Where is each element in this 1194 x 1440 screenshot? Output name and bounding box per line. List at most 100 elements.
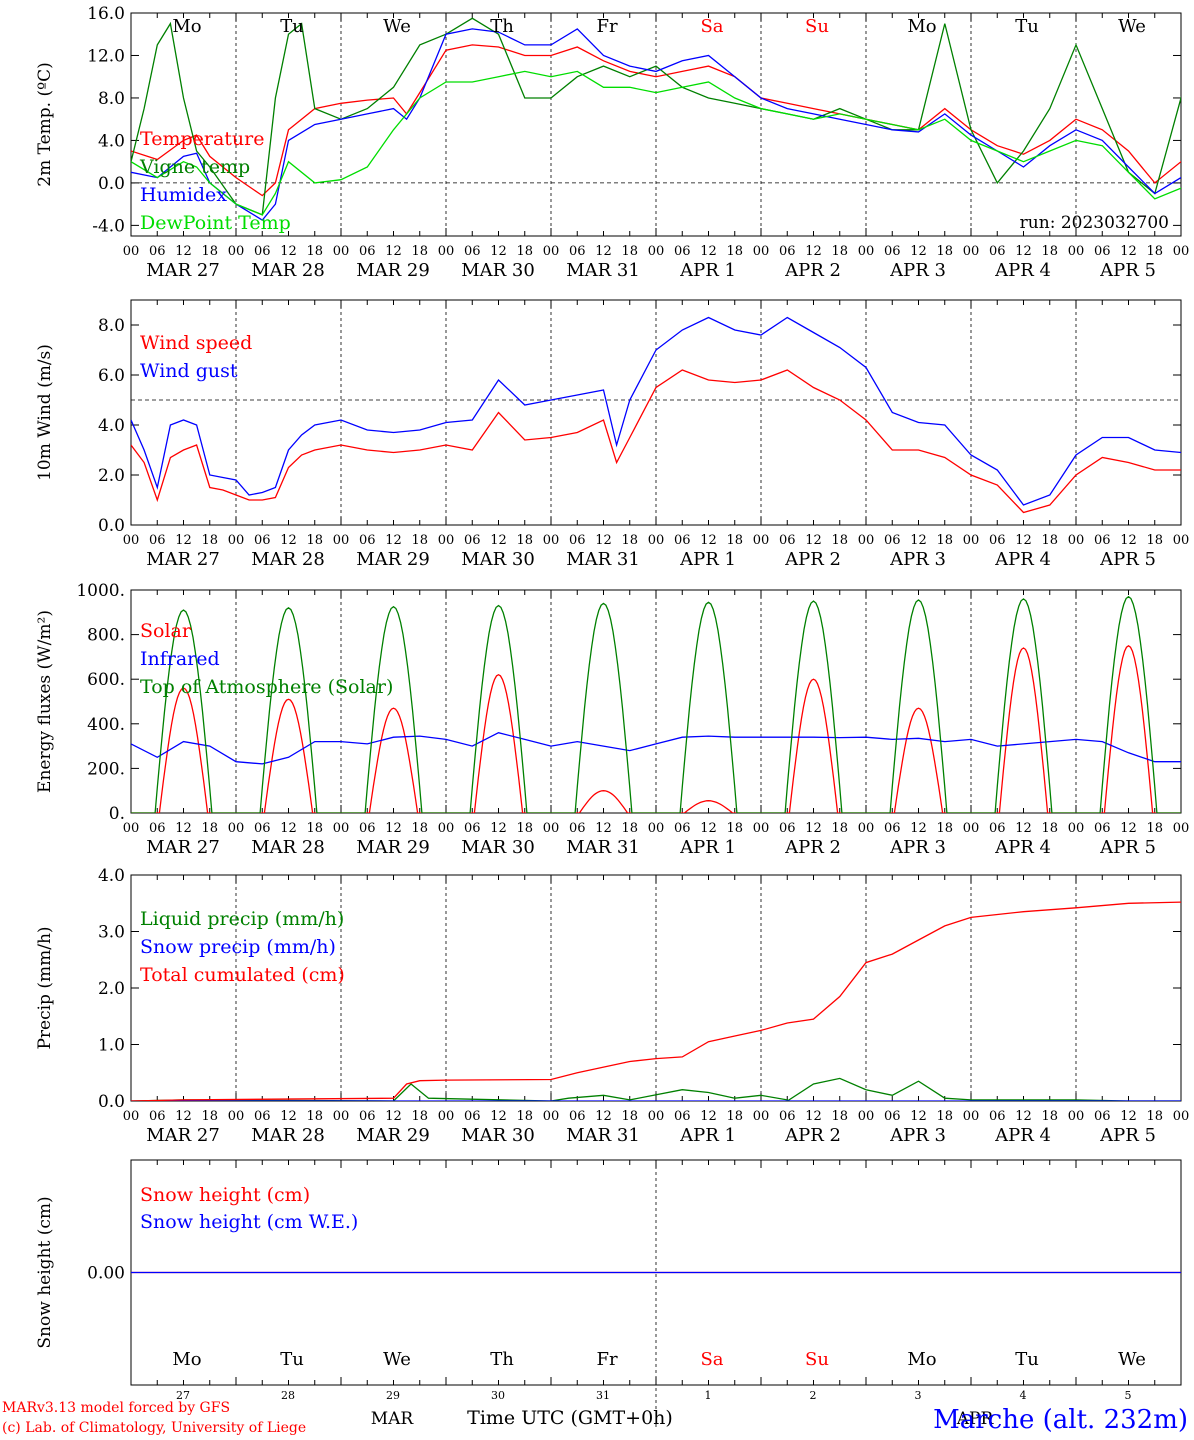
y-tick-label: 8.0: [98, 316, 125, 336]
hour-label: 12: [490, 533, 507, 548]
date-label: MAR 29: [356, 260, 430, 281]
hour-label: 18: [831, 244, 848, 259]
hour-label: 06: [989, 1109, 1006, 1124]
hour-label: 00: [543, 821, 560, 836]
day-name: Tu: [1015, 1349, 1039, 1370]
hour-label: 18: [1041, 821, 1058, 836]
hour-label: 12: [595, 533, 612, 548]
legend-entry: Infrared: [140, 648, 220, 670]
day-number: 4: [1020, 1389, 1027, 1402]
hour-label: 00: [333, 1109, 350, 1124]
day-number: 2: [810, 1389, 817, 1402]
hour-label: 18: [831, 821, 848, 836]
hour-label: 00: [123, 533, 140, 548]
hour-label: 00: [858, 1109, 875, 1124]
hour-label: 06: [359, 244, 376, 259]
date-label: APR 4: [994, 549, 1051, 570]
date-label: MAR 28: [251, 260, 325, 281]
date-label: MAR 27: [146, 260, 220, 281]
hour-label: 00: [753, 244, 770, 259]
day-name: We: [383, 1349, 411, 1370]
date-label: MAR 28: [251, 1125, 325, 1146]
series-line-total-cumulated-cm-: [131, 901, 1181, 1101]
series-group: [131, 901, 1181, 1101]
hour-label: 18: [621, 244, 638, 259]
panel-frame: [130, 12, 1182, 237]
hour-label: 12: [1120, 244, 1137, 259]
hour-label: 12: [280, 1109, 297, 1124]
hour-label: 00: [228, 533, 245, 548]
hour-label: 06: [254, 533, 271, 548]
hour-label: 06: [569, 244, 586, 259]
hour-label: 18: [726, 821, 743, 836]
panel-3: 0. 200. 400. 600. 800. 1000. Energy fluxes (W/…: [35, 581, 1189, 858]
hour-label: 12: [280, 533, 297, 548]
hour-label: 00: [228, 244, 245, 259]
y-tick-label: 12.0: [87, 46, 125, 66]
hour-label: 12: [805, 821, 822, 836]
date-label: MAR 31: [566, 260, 640, 281]
hour-label: 06: [359, 821, 376, 836]
hour-label: 18: [831, 1109, 848, 1124]
hour-label: 12: [385, 1109, 402, 1124]
legend-entry: Wind gust: [140, 360, 238, 382]
hour-label: 00: [543, 244, 560, 259]
date-label: APR 5: [1099, 549, 1156, 570]
date-label: APR 3: [889, 837, 946, 858]
hour-label: 18: [936, 821, 953, 836]
month-label: APR: [956, 1409, 995, 1429]
hour-label: 00: [438, 244, 455, 259]
hour-label: 00: [1068, 1109, 1085, 1124]
hour-label: 18: [621, 533, 638, 548]
legend-entry: Wind speed: [140, 332, 252, 354]
hour-label: 00: [1173, 244, 1190, 259]
hour-label: 06: [884, 821, 901, 836]
hour-label: 12: [910, 244, 927, 259]
hour-label: 18: [201, 533, 218, 548]
hour-label: 06: [149, 1109, 166, 1124]
hour-label: 18: [621, 821, 638, 836]
hour-label: 18: [936, 1109, 953, 1124]
date-label: APR 1: [679, 549, 736, 570]
panel-5: 0.00 Snow height (cm) Snow height (cm) Snow…: [35, 1159, 1182, 1429]
date-label: APR 5: [1099, 260, 1156, 281]
date-label: APR 3: [889, 1125, 946, 1146]
hour-label: 12: [700, 244, 717, 259]
hour-label: 18: [1146, 244, 1163, 259]
day-name: Su: [805, 1349, 829, 1370]
hour-label: 00: [228, 1109, 245, 1124]
y-tick-label: 4.0: [98, 866, 125, 886]
hour-label: 12: [175, 244, 192, 259]
date-label: MAR 27: [146, 1125, 220, 1146]
y-tick-label: 4.0: [98, 131, 125, 151]
hour-label: 18: [411, 244, 428, 259]
hour-label: 12: [1120, 533, 1137, 548]
date-label: APR 2: [784, 260, 841, 281]
hour-label: 00: [123, 244, 140, 259]
hour-label: 00: [543, 1109, 560, 1124]
panel-1: -4.0 0.0 4.0 8.0 12.0 16.0 2m Temp. (ºC) Temper…: [35, 4, 1190, 281]
hour-label: 00: [963, 244, 980, 259]
hour-label: 06: [674, 533, 691, 548]
day-number: 29: [386, 1389, 400, 1402]
legend-entry: DewPoint Temp: [140, 212, 291, 234]
series-line-liquid-precip-mm-h-: [131, 1077, 1181, 1101]
hour-label: 06: [464, 821, 481, 836]
hour-label: 06: [569, 1109, 586, 1124]
hour-label: 12: [910, 821, 927, 836]
hour-label: 06: [674, 244, 691, 259]
date-label: APR 4: [994, 1125, 1051, 1146]
hour-label: 00: [963, 1109, 980, 1124]
date-label: MAR 28: [251, 837, 325, 858]
hour-label: 00: [1173, 1109, 1190, 1124]
y-tick-label: 6.0: [98, 366, 125, 386]
hour-label: 00: [858, 533, 875, 548]
hour-label: 06: [464, 533, 481, 548]
panel-4: 0.0 1.0 2.0 3.0 4.0 Precip (mm/h) Liquid preci…: [35, 866, 1190, 1146]
series-line-vigne-temp: [131, 17, 1181, 216]
series-line-top-of-atmosphere-solar-: [131, 595, 1181, 813]
hour-label: 18: [1146, 1109, 1163, 1124]
y-tick-label: 800.: [87, 626, 125, 646]
y-tick-label: 1000.: [76, 581, 125, 601]
day-name: Tu: [280, 16, 304, 37]
